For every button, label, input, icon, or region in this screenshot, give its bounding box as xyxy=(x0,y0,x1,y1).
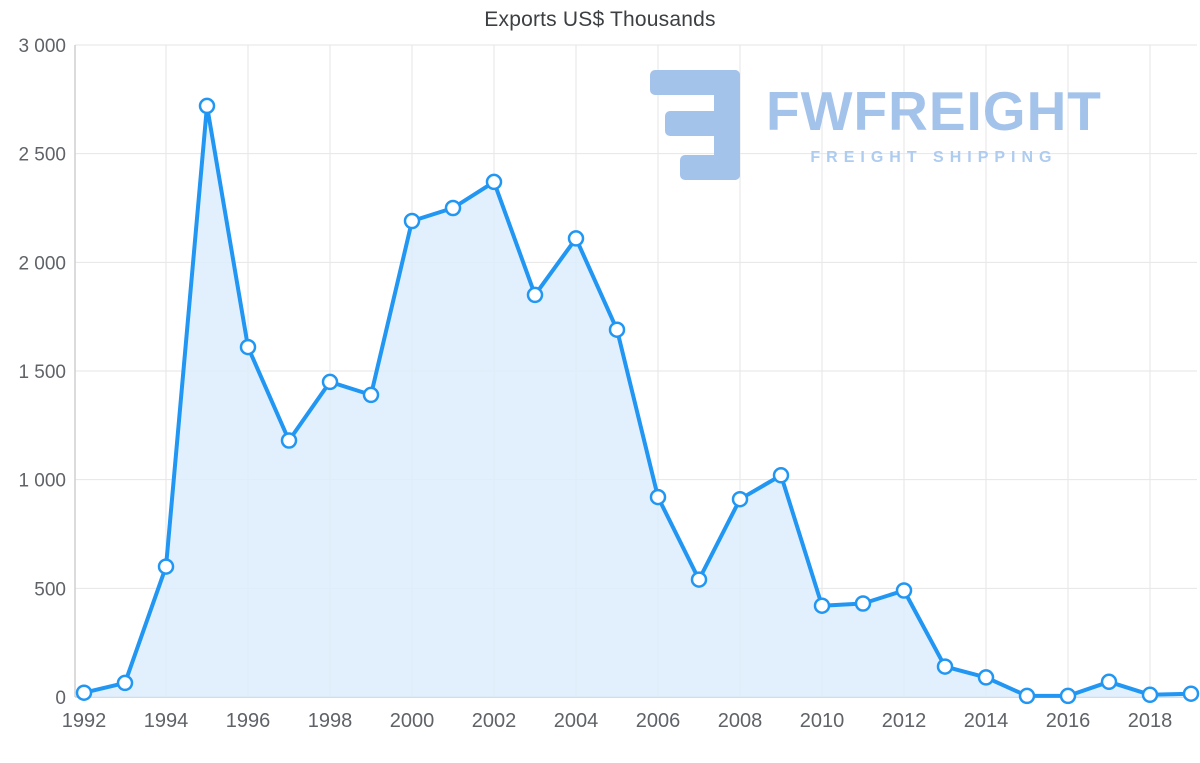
data-point-2011[interactable] xyxy=(854,595,872,612)
x-tick-label-2002: 2002 xyxy=(472,710,517,732)
data-point-2002[interactable] xyxy=(485,173,503,191)
data-point-2012[interactable] xyxy=(895,582,913,599)
data-point-2001[interactable] xyxy=(444,199,462,217)
logo: FWFREIGHT FREIGHT SHIPPING xyxy=(650,70,1102,180)
data-point-2003[interactable] xyxy=(526,286,544,304)
y-tick-label-2500: 2 500 xyxy=(18,145,66,166)
x-tick-label-2006: 2006 xyxy=(636,710,681,732)
data-point-1995[interactable] xyxy=(198,97,216,115)
data-point-2009[interactable] xyxy=(772,467,790,484)
x-tick-label-2018: 2018 xyxy=(1128,710,1173,732)
chart-title: Exports US$ Thousands xyxy=(484,8,716,31)
data-point-1998[interactable] xyxy=(321,373,339,391)
data-point-2005[interactable] xyxy=(608,321,626,338)
data-point-2007[interactable] xyxy=(690,571,708,588)
x-tick-label-2000: 2000 xyxy=(390,710,435,732)
data-point-2014[interactable] xyxy=(977,669,995,686)
x-tick-label-2014: 2014 xyxy=(964,710,1009,732)
y-tick-label-1500: 1 500 xyxy=(18,362,66,383)
data-point-1994[interactable] xyxy=(157,558,175,575)
logo-name: FWFREIGHT xyxy=(766,79,1102,142)
logo-subtitle: FREIGHT SHIPPING xyxy=(810,148,1058,166)
y-tick-label-1000: 1 000 xyxy=(18,471,66,492)
data-point-1996[interactable] xyxy=(239,338,257,356)
data-point-2004[interactable] xyxy=(567,230,585,247)
series-area-fill xyxy=(84,105,1191,697)
x-tick-label-2010: 2010 xyxy=(800,710,845,732)
data-point-2000[interactable] xyxy=(403,212,421,230)
x-tick-label-2004: 2004 xyxy=(554,710,599,732)
y-tick-label-2000: 2 000 xyxy=(18,253,66,274)
x-tick-label-2012: 2012 xyxy=(882,710,927,732)
x-tick-label-1996: 1996 xyxy=(226,710,271,732)
data-point-2018[interactable] xyxy=(1141,686,1159,704)
data-point-2008[interactable] xyxy=(731,490,749,508)
data-point-1997[interactable] xyxy=(280,432,298,449)
data-point-2010[interactable] xyxy=(813,597,831,614)
data-point-2016[interactable] xyxy=(1059,687,1077,705)
data-point-2006[interactable] xyxy=(649,488,667,506)
data-point-1993[interactable] xyxy=(116,674,134,692)
data-point-1999[interactable] xyxy=(362,386,380,404)
y-tick-label-500: 500 xyxy=(34,579,66,600)
data-point-2015[interactable] xyxy=(1018,687,1036,705)
x-tick-label-1998: 1998 xyxy=(308,710,353,732)
data-point-2013[interactable] xyxy=(936,658,954,675)
fwfreight-logo-icon xyxy=(650,70,740,180)
x-tick-label-2008: 2008 xyxy=(718,710,763,732)
x-tick-label-1994: 1994 xyxy=(144,710,189,732)
y-tick-label-0: 0 xyxy=(55,688,66,709)
logo-text: FWFREIGHT FREIGHT SHIPPING xyxy=(766,79,1102,167)
x-tick-label-1992: 1992 xyxy=(62,710,107,732)
data-point-2017[interactable] xyxy=(1100,673,1118,691)
series-line xyxy=(82,103,1193,698)
data-point-1992[interactable] xyxy=(75,684,93,701)
y-tick-label-3000: 3 000 xyxy=(18,36,66,57)
x-tick-label-2016: 2016 xyxy=(1046,710,1091,732)
data-point-2019[interactable] xyxy=(1182,685,1200,702)
